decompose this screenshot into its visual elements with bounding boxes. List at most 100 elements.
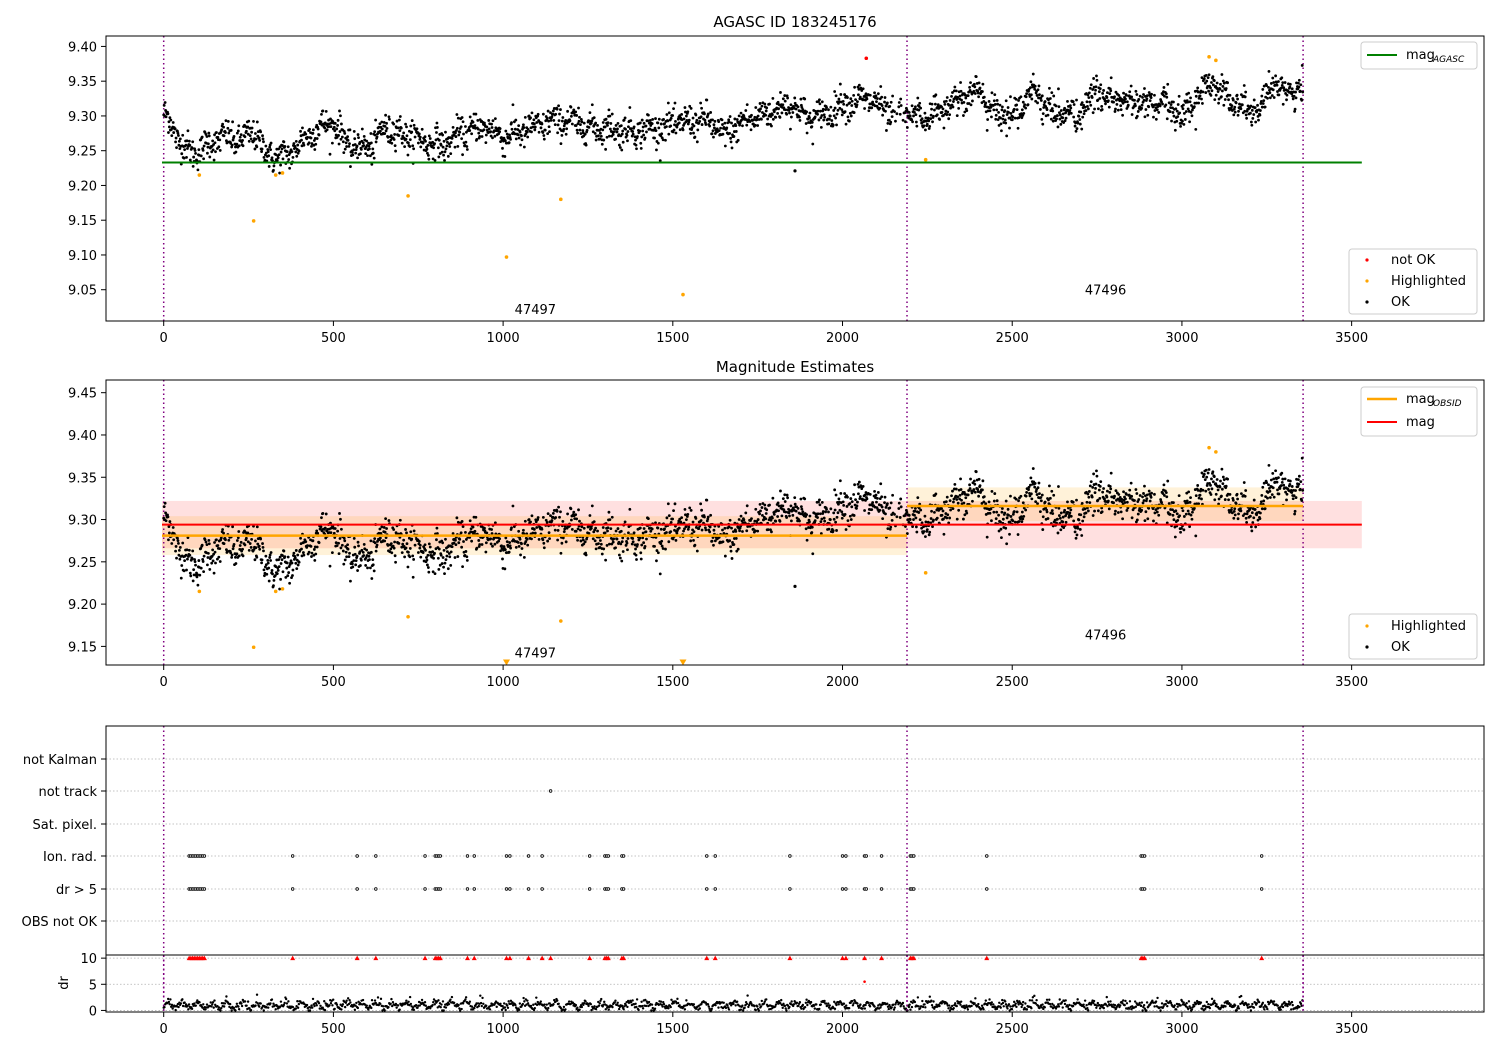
ok-point xyxy=(1135,518,1139,522)
ok-point xyxy=(712,528,716,532)
ok-point xyxy=(201,148,205,152)
x-tick-label: 1000 xyxy=(487,331,520,346)
ok-point xyxy=(572,510,576,514)
ok-point xyxy=(1281,477,1285,481)
ok-point xyxy=(1027,485,1031,489)
ok-point xyxy=(247,548,251,552)
ok-point xyxy=(833,488,837,492)
ok-point xyxy=(542,541,546,545)
ok-point xyxy=(167,538,170,542)
ok-point xyxy=(170,542,174,545)
ok-point xyxy=(737,518,741,521)
ok-point xyxy=(666,502,670,506)
ok-point xyxy=(1224,87,1228,90)
ok-point xyxy=(1299,480,1303,483)
ok-point xyxy=(772,512,776,516)
ok-point xyxy=(445,144,449,148)
ok-point xyxy=(369,550,373,554)
flag-point xyxy=(844,887,848,891)
ok-point xyxy=(427,570,431,574)
ok-point xyxy=(768,503,771,507)
ok-point xyxy=(172,538,176,542)
ok-point xyxy=(471,525,475,529)
ok-point xyxy=(920,521,924,525)
ok-point xyxy=(618,146,622,149)
ok-point xyxy=(656,121,660,125)
ok-point xyxy=(914,525,918,529)
ok-point xyxy=(1059,109,1063,112)
ok-point xyxy=(354,559,358,562)
ok-point xyxy=(237,530,241,533)
ok-point xyxy=(821,510,825,513)
ok-point xyxy=(446,567,450,571)
ok-point xyxy=(602,138,606,142)
ok-point xyxy=(317,133,321,137)
ok-point xyxy=(364,556,368,560)
ok-point xyxy=(349,579,352,583)
ok-point xyxy=(640,135,644,139)
ok-point xyxy=(914,120,918,124)
ok-point xyxy=(728,539,732,543)
ok-point xyxy=(1277,80,1280,83)
ok-point xyxy=(925,528,929,532)
ok-point xyxy=(574,124,578,127)
ok-point xyxy=(514,546,518,549)
ok-point xyxy=(739,111,743,115)
ok-point xyxy=(296,563,300,567)
ok-point xyxy=(262,549,265,553)
ok-point xyxy=(661,547,665,550)
ok-point xyxy=(891,493,895,497)
ok-point xyxy=(1293,109,1297,113)
ok-point xyxy=(402,131,406,135)
ok-point xyxy=(1171,106,1174,110)
ok-point xyxy=(945,516,949,520)
ok-point xyxy=(1209,493,1213,496)
legend-mag-agasc-sub: AGASC xyxy=(1432,55,1465,65)
ok-point xyxy=(672,128,676,132)
ok-point xyxy=(255,120,259,124)
ok-point xyxy=(601,526,605,529)
ok-point xyxy=(287,571,291,574)
flag-point xyxy=(705,854,709,858)
ok-point xyxy=(1080,127,1084,131)
ok-point xyxy=(1136,110,1140,113)
ok-point xyxy=(483,526,486,530)
ok-point xyxy=(1143,484,1146,488)
ok-point xyxy=(1219,82,1222,86)
ok-point xyxy=(690,126,694,130)
ok-point xyxy=(191,549,195,553)
ok-point xyxy=(460,520,464,523)
ok-point xyxy=(621,129,625,133)
flag-point xyxy=(864,854,868,858)
ok-point xyxy=(671,114,675,117)
ok-point xyxy=(599,134,603,138)
ok-point xyxy=(803,497,807,501)
ok-point xyxy=(407,536,411,540)
ok-point xyxy=(770,113,774,117)
ok-point xyxy=(1009,95,1012,99)
ok-point xyxy=(1109,89,1113,93)
ok-point xyxy=(886,122,890,125)
ok-point xyxy=(475,138,479,141)
highlighted-point xyxy=(559,619,563,623)
ok-point xyxy=(1282,483,1286,487)
ok-point xyxy=(709,513,713,517)
ok-point xyxy=(344,550,348,554)
ok-point xyxy=(665,125,668,129)
ok-point xyxy=(632,531,636,535)
ok-point xyxy=(457,133,461,137)
ok-point xyxy=(1106,99,1110,103)
ok-point xyxy=(1276,488,1279,492)
ok-point xyxy=(660,544,664,548)
ok-point xyxy=(192,155,196,159)
ok-point xyxy=(631,130,635,133)
ok-point xyxy=(284,575,288,579)
ok-point xyxy=(441,133,445,137)
ok-point xyxy=(994,517,998,521)
ok-point xyxy=(829,507,833,511)
ok-point xyxy=(841,99,845,103)
ok-point xyxy=(268,556,272,559)
ok-point xyxy=(958,94,962,98)
ok-point xyxy=(736,547,740,551)
ok-point xyxy=(234,150,238,154)
